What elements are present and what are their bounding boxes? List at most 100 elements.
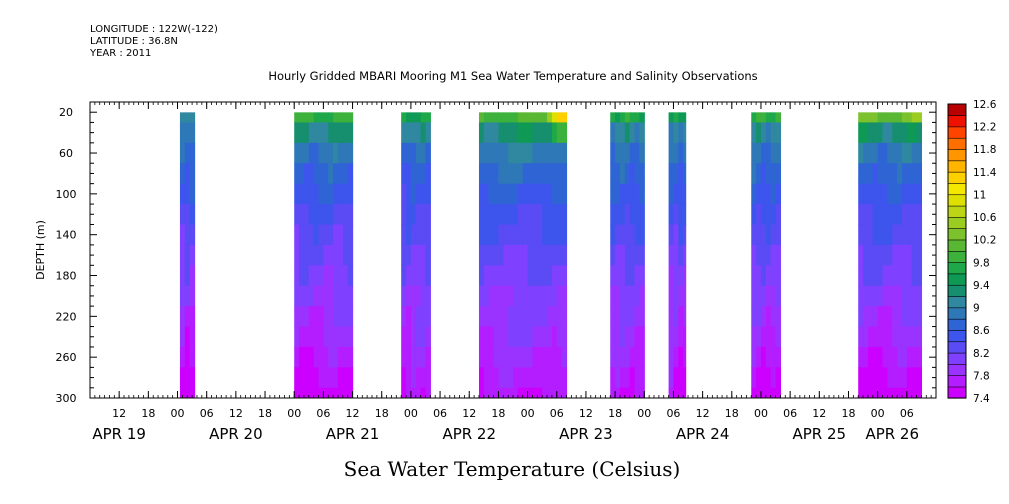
colorbar-swatch <box>947 103 967 116</box>
data-cell <box>532 142 538 164</box>
data-cell <box>916 265 923 287</box>
data-cell <box>629 183 636 205</box>
data-cell <box>308 306 315 328</box>
data-cell <box>751 326 757 348</box>
data-cell <box>328 285 334 307</box>
data-cell <box>556 224 563 246</box>
data-cell <box>184 112 191 124</box>
data-cell <box>863 244 869 266</box>
data-cell <box>299 122 305 144</box>
data-cell <box>872 112 879 124</box>
data-cell <box>537 122 543 144</box>
data-cell <box>892 183 898 205</box>
data-cell <box>901 183 908 205</box>
data-cell <box>323 142 329 164</box>
data-cell <box>683 122 687 144</box>
data-cell <box>668 326 675 348</box>
data-cell <box>639 326 645 348</box>
data-cell <box>547 285 553 307</box>
data-cell <box>488 285 495 307</box>
colorbar-label: 11 <box>973 189 986 201</box>
colorbar-swatch <box>947 205 967 218</box>
x-tick-label: 12 <box>229 407 243 420</box>
x-tick-label: 18 <box>258 407 272 420</box>
data-cell <box>184 265 191 287</box>
colorbar-swatch <box>947 262 967 275</box>
data-cell <box>619 285 626 307</box>
x-tick-label: 12 <box>346 407 360 420</box>
data-cell <box>179 387 186 398</box>
colorbar-label: 9.4 <box>973 280 990 292</box>
data-cell <box>858 163 864 185</box>
data-cell <box>333 163 339 185</box>
colorbar-swatch <box>947 318 967 331</box>
data-cell <box>527 244 534 266</box>
data-cell <box>872 367 879 389</box>
data-cell <box>629 244 636 266</box>
data-cell <box>415 326 422 348</box>
data-cell <box>610 285 616 307</box>
data-cell <box>406 163 412 185</box>
data-cell <box>308 346 315 368</box>
data-cell <box>308 244 315 266</box>
data-cell <box>882 346 888 368</box>
data-cell <box>668 142 675 164</box>
data-cell <box>906 224 913 246</box>
data-cell <box>756 183 762 205</box>
data-cell <box>556 265 563 287</box>
data-cell <box>522 367 529 389</box>
data-cell <box>483 122 490 144</box>
y-tick-label: 260 <box>56 351 77 364</box>
data-cell <box>483 306 490 328</box>
data-cell <box>765 346 772 368</box>
data-cell <box>610 163 616 185</box>
x-day-label: APR 24 <box>676 425 730 443</box>
data-cell <box>342 244 349 266</box>
data-cell <box>483 387 490 398</box>
data-cell <box>488 306 495 328</box>
data-cell <box>488 142 495 164</box>
data-cell <box>547 306 553 328</box>
data-cell <box>406 122 412 144</box>
data-cell <box>488 224 495 246</box>
data-cell <box>551 244 558 266</box>
data-cell <box>308 142 315 164</box>
data-cell <box>678 122 684 144</box>
data-cell <box>678 326 684 348</box>
data-cell <box>294 265 300 287</box>
x-day-label: APR 23 <box>559 425 613 443</box>
data-cell <box>901 224 908 246</box>
x-tick-label: 00 <box>287 407 301 420</box>
colorbar-swatch <box>947 194 967 207</box>
data-cell <box>760 367 767 389</box>
data-cell <box>629 285 636 307</box>
data-cell <box>867 387 874 398</box>
data-cell <box>610 387 616 398</box>
data-cell <box>770 224 777 246</box>
data-cell <box>863 183 869 205</box>
data-cell <box>615 367 621 389</box>
data-cell <box>892 326 898 348</box>
data-cell <box>425 183 431 205</box>
data-cell <box>420 183 427 205</box>
data-cell <box>299 387 305 398</box>
data-cell <box>323 387 329 398</box>
x-tick-label: 00 <box>637 407 651 420</box>
x-day-label: APR 21 <box>326 425 380 443</box>
data-cell <box>294 387 300 398</box>
data-cell <box>863 122 869 144</box>
data-cell <box>323 112 329 124</box>
data-cell <box>547 244 553 266</box>
data-cell <box>425 204 431 226</box>
data-cell <box>342 387 349 398</box>
data-cell <box>775 265 782 287</box>
data-cell <box>556 122 563 144</box>
data-cell <box>508 122 514 144</box>
data-cell <box>488 204 495 226</box>
data-cell <box>882 326 888 348</box>
data-cell <box>503 224 509 246</box>
data-cell <box>532 122 538 144</box>
colorbar-swatch <box>947 250 967 263</box>
data-cell <box>333 346 339 368</box>
colorbar-swatch <box>947 363 967 376</box>
